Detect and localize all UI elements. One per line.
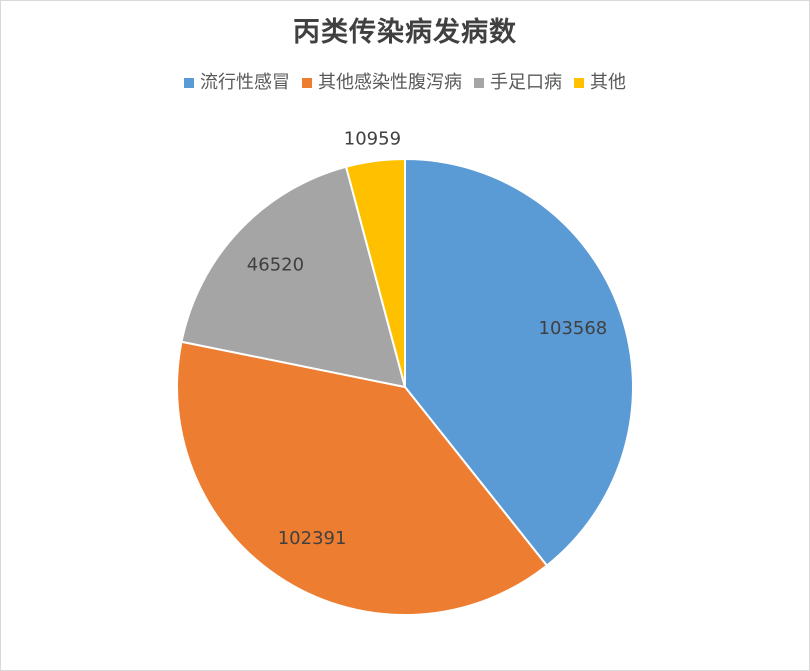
legend-item-1[interactable]: 流行性感冒: [184, 71, 290, 95]
legend-item-3[interactable]: 手足口病: [474, 71, 562, 95]
pie-slice-4[interactable]: [345, 158, 406, 388]
legend-label: 其他感染性腹泻病: [318, 72, 462, 93]
data-label-3: 46520: [247, 255, 304, 276]
legend-item-2[interactable]: 其他感染性腹泻病: [302, 71, 462, 95]
pie-slices: [176, 158, 634, 616]
pie-slice-3[interactable]: [180, 165, 406, 388]
legend-label: 流行性感冒: [200, 72, 290, 93]
legend-swatch-icon: [184, 78, 194, 88]
data-label-1: 103568: [539, 318, 608, 339]
legend-label: 手足口病: [490, 72, 562, 93]
legend-swatch-icon: [474, 78, 484, 88]
pie-data-labels: 103568 102391 46520 10959: [247, 129, 607, 550]
legend-item-4[interactable]: 其他: [574, 71, 626, 95]
data-label-4: 10959: [344, 129, 401, 150]
chart-legend: 流行性感冒 其他感染性腹泻病 手足口病 其他: [1, 71, 809, 95]
legend-swatch-icon: [574, 78, 584, 88]
data-label-2: 102391: [278, 528, 347, 549]
legend-label: 其他: [590, 72, 626, 93]
legend-swatch-icon: [302, 78, 312, 88]
pie-slice-2[interactable]: [176, 340, 548, 616]
chart-title: 丙类传染病发病数: [293, 17, 517, 48]
pie-slice-1[interactable]: [404, 158, 634, 567]
